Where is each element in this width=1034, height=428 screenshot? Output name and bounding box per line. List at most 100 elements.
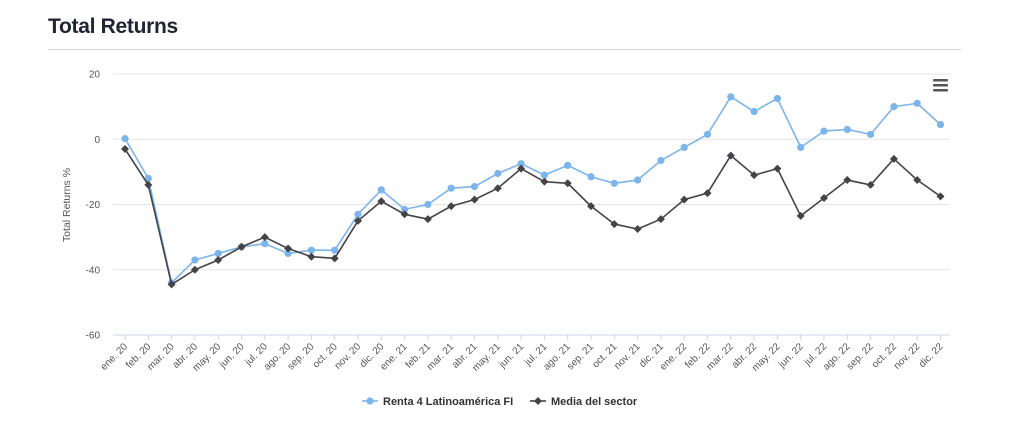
data-point[interactable] — [703, 189, 712, 198]
legend-label: Media del sector — [551, 396, 638, 408]
data-point[interactable] — [680, 143, 688, 152]
data-point[interactable] — [563, 179, 572, 188]
title-divider — [48, 49, 961, 50]
data-point[interactable] — [750, 107, 758, 116]
y-tick-label: 0 — [94, 135, 100, 146]
y-tick-label: -40 — [86, 265, 101, 276]
chart-title: Total Returns — [48, 15, 178, 38]
data-point[interactable] — [726, 151, 735, 160]
data-point[interactable] — [377, 186, 385, 194]
x-tick-label: nov. 21 — [612, 341, 643, 372]
x-tick-label: jun. 22 — [776, 341, 806, 371]
series-line — [124, 148, 941, 286]
x-tick-label: mar. 22 — [705, 341, 737, 373]
data-point[interactable] — [540, 171, 549, 179]
data-point[interactable] — [610, 220, 619, 229]
legend-item[interactable]: Renta 4 Latinoamérica FI — [362, 396, 513, 408]
data-point[interactable] — [727, 93, 735, 101]
y-axis-label: Total Returns % — [61, 168, 73, 242]
y-tick-label: 20 — [89, 70, 101, 81]
data-point[interactable] — [447, 202, 456, 211]
data-point[interactable] — [284, 249, 292, 258]
y-tick-label: -20 — [86, 200, 101, 211]
data-point[interactable] — [423, 215, 432, 224]
data-point[interactable] — [634, 176, 642, 184]
data-point[interactable] — [494, 169, 502, 178]
data-point[interactable] — [913, 99, 921, 107]
data-point[interactable] — [121, 145, 129, 154]
data-point[interactable] — [144, 174, 152, 182]
data-point[interactable] — [424, 200, 432, 209]
data-point[interactable] — [587, 202, 595, 211]
data-point[interactable] — [796, 211, 805, 220]
x-tick-label: jun. 21 — [497, 341, 527, 371]
data-point[interactable] — [447, 184, 455, 192]
data-point[interactable] — [167, 280, 176, 289]
data-point[interactable] — [820, 127, 828, 135]
data-point[interactable] — [190, 265, 199, 274]
data-point[interactable] — [890, 103, 898, 111]
data-point[interactable] — [214, 249, 222, 258]
series-line — [124, 96, 942, 284]
data-point[interactable] — [867, 130, 875, 138]
data-point[interactable] — [540, 177, 549, 186]
data-point[interactable] — [657, 156, 665, 165]
data-point[interactable] — [330, 254, 339, 263]
data-point[interactable] — [354, 210, 362, 218]
legend: Renta 4 Latinoamérica FI Media del sector — [362, 396, 638, 408]
hamburger-menu-icon — [933, 79, 948, 92]
y-axis-ticks: 20 0 -20 -40 -60 — [86, 70, 101, 342]
data-point[interactable] — [843, 176, 852, 185]
data-point[interactable] — [936, 192, 945, 201]
data-point[interactable] — [307, 252, 316, 261]
x-tick-label: ene. 20 — [99, 341, 131, 373]
data-point[interactable] — [284, 244, 293, 253]
data-point[interactable] — [936, 120, 945, 129]
data-point[interactable] — [377, 197, 386, 206]
data-point[interactable] — [913, 176, 922, 185]
data-point[interactable] — [820, 193, 828, 202]
data-point[interactable] — [121, 134, 129, 143]
context-menu-button[interactable] — [928, 74, 952, 94]
x-tick-label: nov. 22 — [892, 341, 923, 372]
data-point[interactable] — [401, 205, 409, 213]
data-point[interactable] — [633, 224, 642, 233]
data-point[interactable] — [843, 125, 851, 134]
y-tick-label: -60 — [86, 331, 101, 342]
data-point[interactable] — [214, 255, 223, 264]
data-point[interactable] — [260, 233, 269, 242]
series-2 — [121, 145, 945, 289]
data-point[interactable] — [354, 216, 362, 225]
x-tick-label: mar. 21 — [425, 341, 457, 373]
data-point[interactable] — [400, 210, 409, 219]
data-point[interactable] — [144, 180, 153, 189]
data-point[interactable] — [470, 195, 479, 204]
data-point[interactable] — [261, 240, 269, 248]
data-point[interactable] — [773, 164, 782, 173]
data-point[interactable] — [517, 160, 525, 168]
x-tick-label: sep. 20 — [286, 341, 317, 372]
data-point[interactable] — [237, 242, 246, 251]
data-point[interactable] — [564, 161, 572, 169]
data-point[interactable] — [493, 184, 502, 193]
data-point[interactable] — [797, 143, 805, 152]
data-point[interactable] — [656, 215, 665, 224]
legend-item[interactable]: Media del sector — [530, 396, 638, 408]
data-point[interactable] — [191, 256, 199, 264]
data-point[interactable] — [470, 182, 479, 191]
x-tick-label: jun. 20 — [217, 341, 247, 371]
data-point[interactable] — [889, 154, 898, 163]
grid-lines — [113, 73, 950, 336]
data-point[interactable] — [750, 171, 759, 180]
data-point[interactable] — [866, 180, 875, 189]
data-point[interactable] — [307, 246, 315, 254]
data-point[interactable] — [610, 179, 618, 187]
data-point[interactable] — [703, 130, 712, 138]
data-point[interactable] — [517, 164, 526, 173]
data-point[interactable] — [680, 195, 689, 204]
x-tick-label: sep. 22 — [845, 341, 876, 372]
data-point[interactable] — [331, 246, 339, 254]
data-point[interactable] — [773, 94, 782, 103]
data-point[interactable] — [587, 173, 595, 181]
